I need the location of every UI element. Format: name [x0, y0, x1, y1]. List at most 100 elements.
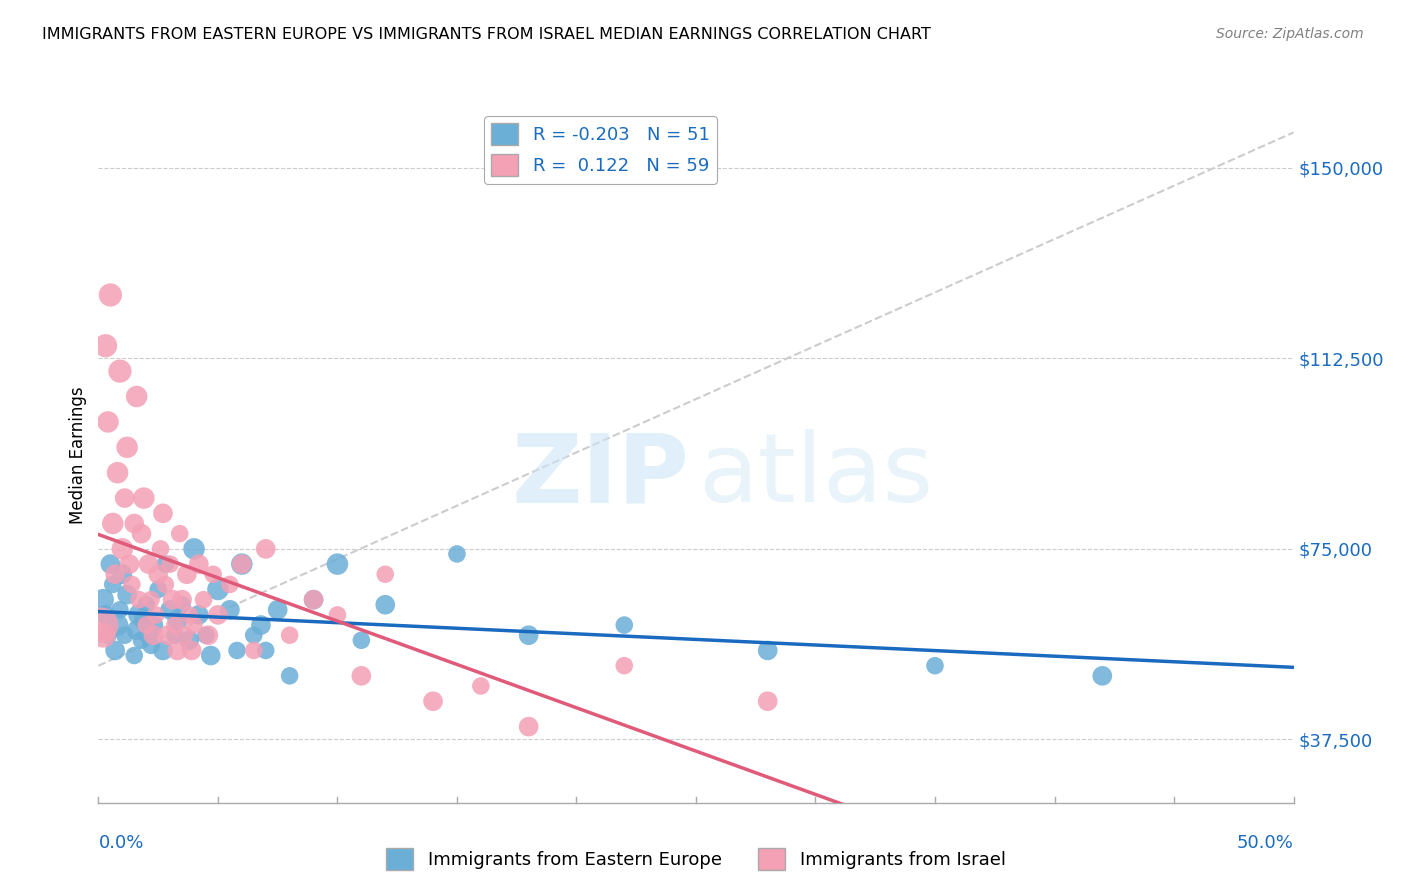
Text: ZIP: ZIP	[512, 429, 689, 523]
Point	[1091, 669, 1114, 683]
Point	[179, 607, 201, 622]
Point	[446, 547, 468, 561]
Point	[107, 618, 129, 632]
Point	[159, 603, 181, 617]
Point	[254, 643, 277, 657]
Text: 50.0%: 50.0%	[1237, 834, 1294, 852]
Point	[125, 390, 148, 404]
Point	[374, 567, 396, 582]
Point	[131, 526, 153, 541]
Point	[128, 592, 150, 607]
Point	[145, 607, 167, 622]
Point	[183, 541, 205, 556]
Point	[243, 643, 266, 657]
Point	[756, 694, 779, 708]
Point	[231, 557, 253, 571]
Point	[197, 628, 219, 642]
Point	[517, 720, 540, 734]
Point	[302, 592, 325, 607]
Point	[173, 628, 195, 642]
Point	[219, 577, 242, 591]
Point	[98, 288, 122, 302]
Y-axis label: Median Earnings: Median Earnings	[69, 386, 87, 524]
Point	[128, 607, 150, 622]
Point	[101, 516, 124, 531]
Point	[97, 628, 120, 642]
Point	[149, 541, 172, 556]
Point	[108, 603, 131, 617]
Point	[219, 603, 242, 617]
Point	[350, 669, 373, 683]
Point	[125, 623, 148, 637]
Point	[91, 628, 114, 642]
Point	[207, 607, 229, 622]
Point	[200, 648, 222, 663]
Point	[350, 633, 373, 648]
Point	[155, 577, 177, 591]
Point	[91, 592, 114, 607]
Point	[111, 541, 134, 556]
Point	[613, 658, 636, 673]
Point	[278, 628, 301, 642]
Point	[115, 588, 138, 602]
Point	[756, 643, 779, 657]
Point	[159, 557, 181, 571]
Point	[162, 592, 184, 607]
Point	[135, 618, 157, 632]
Point	[166, 613, 188, 627]
Point	[111, 567, 134, 582]
Point	[278, 669, 301, 683]
Point	[142, 628, 165, 642]
Text: IMMIGRANTS FROM EASTERN EUROPE VS IMMIGRANTS FROM ISRAEL MEDIAN EARNINGS CORRELA: IMMIGRANTS FROM EASTERN EUROPE VS IMMIGR…	[42, 27, 931, 42]
Point	[101, 577, 124, 591]
Legend: Immigrants from Eastern Europe, Immigrants from Israel: Immigrants from Eastern Europe, Immigran…	[380, 841, 1012, 877]
Point	[131, 633, 153, 648]
Point	[152, 643, 174, 657]
Point	[166, 643, 188, 657]
Point	[267, 603, 290, 617]
Point	[169, 526, 191, 541]
Point	[517, 628, 540, 642]
Point	[243, 628, 266, 642]
Point	[326, 607, 349, 622]
Text: 0.0%: 0.0%	[98, 834, 143, 852]
Point	[254, 541, 277, 556]
Point	[163, 618, 186, 632]
Point	[132, 491, 155, 505]
Point	[176, 567, 198, 582]
Point	[924, 658, 946, 673]
Text: Source: ZipAtlas.com: Source: ZipAtlas.com	[1216, 27, 1364, 41]
Point	[193, 592, 215, 607]
Point	[94, 607, 117, 622]
Point	[152, 506, 174, 520]
Point	[187, 557, 209, 571]
Point	[97, 415, 120, 429]
Point	[98, 557, 122, 571]
Point	[148, 582, 170, 597]
Point	[183, 618, 205, 632]
Point	[138, 628, 160, 642]
Point	[302, 592, 325, 607]
Point	[124, 516, 146, 531]
Point	[114, 628, 136, 642]
Point	[172, 592, 194, 607]
Point	[374, 598, 396, 612]
Text: atlas: atlas	[697, 429, 934, 523]
Point	[108, 364, 131, 378]
Point	[172, 598, 194, 612]
Point	[138, 557, 160, 571]
Point	[180, 643, 202, 657]
Point	[156, 628, 179, 642]
Point	[94, 339, 117, 353]
Point	[142, 618, 165, 632]
Point	[470, 679, 492, 693]
Point	[107, 466, 129, 480]
Point	[163, 628, 186, 642]
Point	[613, 618, 636, 632]
Point	[104, 643, 127, 657]
Point	[422, 694, 444, 708]
Point	[155, 557, 177, 571]
Point	[250, 618, 273, 632]
Point	[202, 567, 225, 582]
Point	[139, 639, 162, 653]
